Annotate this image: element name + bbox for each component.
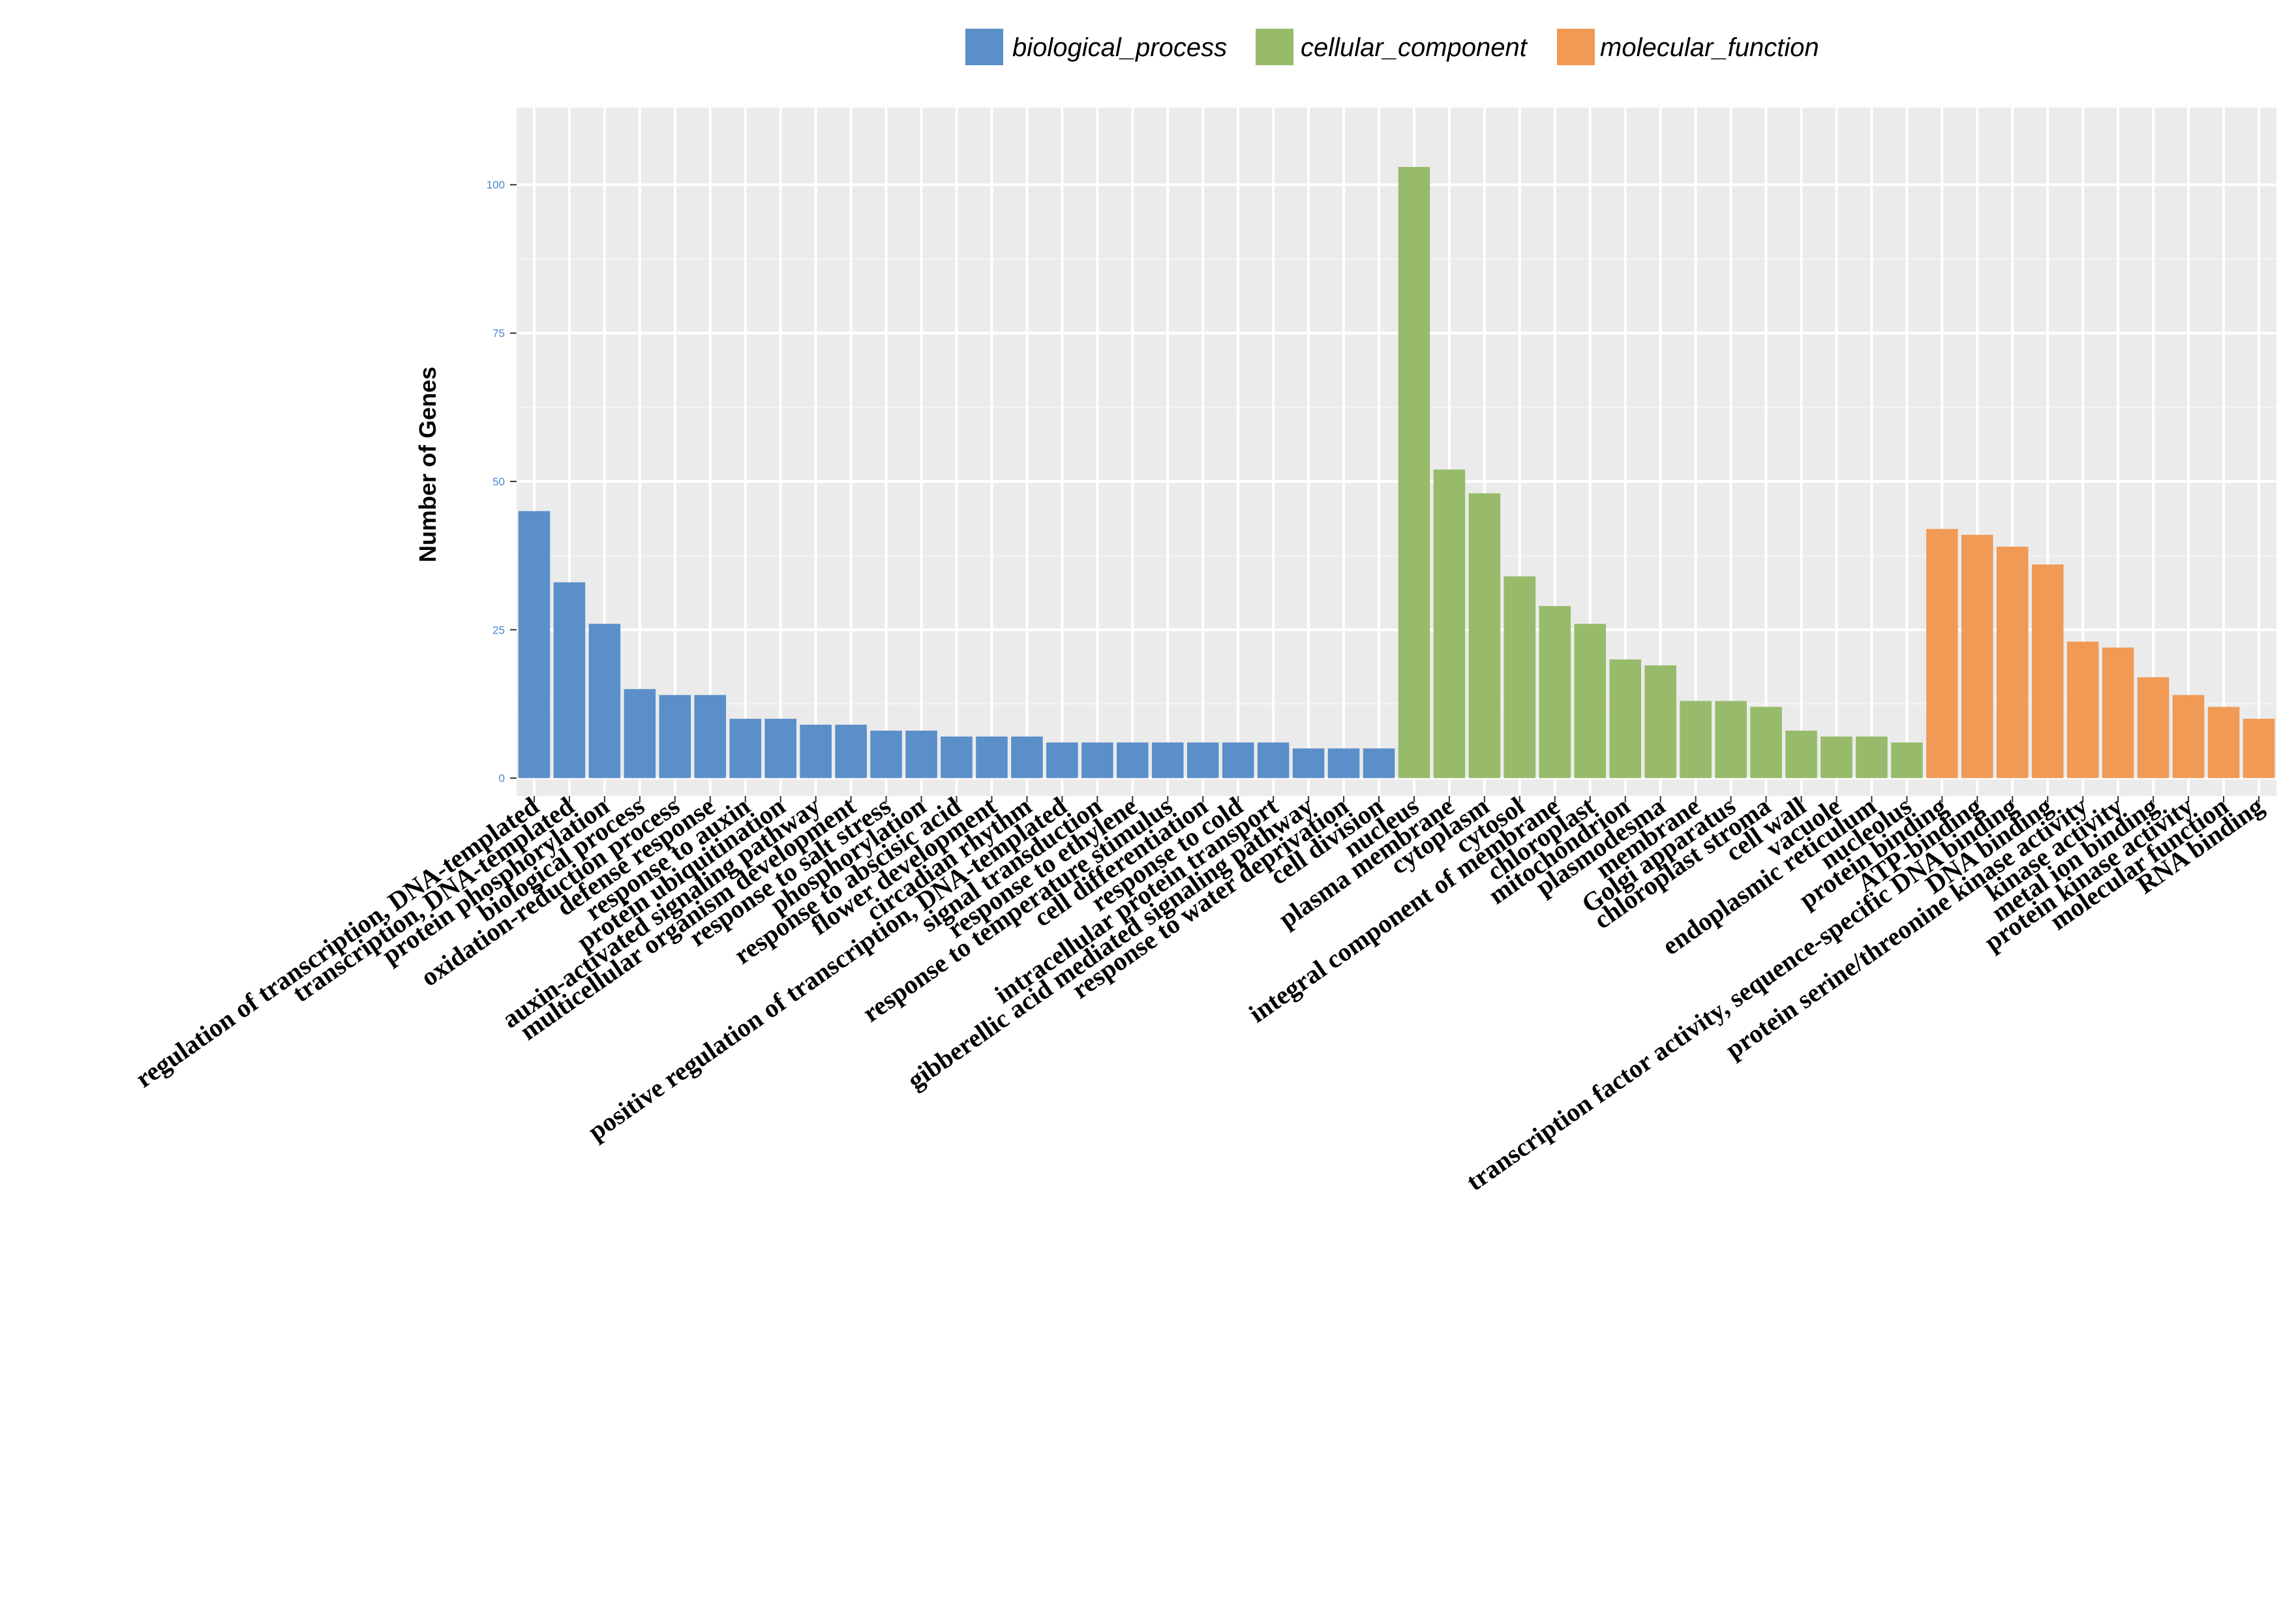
bar	[1257, 742, 1290, 778]
bar	[553, 582, 586, 778]
bar	[1117, 742, 1149, 778]
bar	[2137, 677, 2169, 778]
bar	[624, 689, 656, 778]
bar	[659, 695, 691, 778]
bar	[1680, 701, 1712, 778]
bar	[1011, 737, 1043, 778]
bar	[905, 730, 937, 778]
bar	[2066, 641, 2099, 778]
bar	[870, 730, 902, 778]
bar	[1820, 737, 1852, 778]
bars	[518, 166, 2275, 778]
bar	[1398, 166, 1430, 778]
bar	[1644, 665, 1676, 778]
bar	[1046, 742, 1078, 778]
bar	[764, 718, 796, 778]
y-tick-label: 75	[492, 327, 505, 340]
legend-label: biological_process	[1012, 33, 1227, 62]
legend: biological_process cellular_component mole…	[965, 29, 1819, 65]
bar	[976, 737, 1008, 778]
bar	[1468, 493, 1501, 778]
legend-swatch	[965, 29, 1003, 65]
bar	[1926, 528, 1958, 778]
legend-label: molecular_function	[1600, 33, 1819, 62]
bar	[1750, 707, 1782, 778]
bar	[1363, 748, 1395, 778]
bar	[1081, 742, 1113, 778]
bar	[1997, 547, 2029, 778]
bar	[2243, 718, 2275, 778]
bar	[729, 718, 762, 778]
y-tick-label: 0	[499, 772, 505, 785]
x-axis: regulation of transcription, DNA-templat…	[130, 791, 2269, 1196]
bar	[2031, 564, 2064, 778]
bar	[2207, 707, 2240, 778]
bar	[1222, 742, 1254, 778]
bar	[1151, 742, 1184, 778]
bar	[518, 511, 551, 778]
bar	[1503, 576, 1536, 778]
legend-swatch	[1557, 29, 1595, 65]
bar	[800, 724, 832, 778]
bar	[1292, 748, 1325, 778]
bar	[1715, 701, 1747, 778]
y-tick-label: 25	[492, 624, 505, 636]
bar	[1433, 469, 1466, 778]
bar	[1574, 624, 1607, 778]
bar	[1961, 534, 1993, 778]
bar	[1856, 737, 1888, 778]
bar	[1785, 730, 1817, 778]
legend-label: cellular_component	[1301, 33, 1528, 62]
bar	[2102, 647, 2134, 778]
bar	[1609, 659, 1642, 778]
bar	[2172, 695, 2205, 778]
y-tick-label: 100	[487, 179, 505, 191]
bar	[1186, 742, 1219, 778]
y-tick-label: 50	[492, 476, 505, 488]
bar	[941, 737, 973, 778]
bar	[1327, 748, 1360, 778]
bar	[1891, 742, 1923, 778]
bar	[588, 624, 621, 778]
y-axis: 0 25 50 75 100	[487, 179, 517, 785]
bar	[694, 695, 727, 778]
y-axis-title: Number of Genes	[414, 367, 441, 562]
bar	[1539, 605, 1571, 778]
legend-swatch	[1256, 29, 1293, 65]
bar	[835, 724, 867, 778]
